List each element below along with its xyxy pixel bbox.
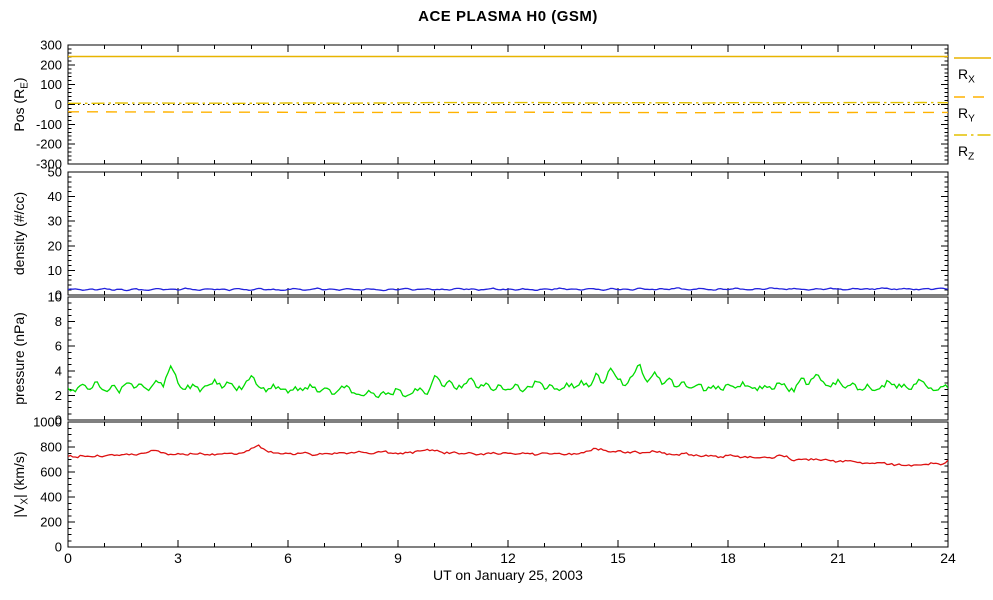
y-tick-label: 6 bbox=[55, 339, 62, 354]
series-group-position bbox=[68, 55, 948, 114]
x-tick-label: 6 bbox=[284, 550, 292, 566]
y-tick-label: 1000 bbox=[33, 415, 62, 430]
panel-vx-magnitude: 0 200 400 600 800 1000 |VX| (km/s) bbox=[11, 415, 949, 555]
orbit-legend: RX RY RZ bbox=[954, 57, 991, 163]
x-tick-label: 0 bbox=[64, 550, 72, 566]
panel-frame bbox=[67, 421, 949, 548]
panel-pressure: 0 2 4 6 8 10 pressure (nPa) bbox=[11, 290, 949, 428]
y-tick-label: 300 bbox=[40, 38, 62, 53]
x-axis-ticks bbox=[67, 422, 949, 547]
series-R_Z bbox=[68, 101, 948, 105]
y-tick-label: 20 bbox=[48, 238, 62, 253]
x-tick-label: 3 bbox=[174, 550, 182, 566]
series-group-density bbox=[68, 287, 948, 292]
y-tick-label: 4 bbox=[55, 363, 62, 378]
x-axis-ticks bbox=[67, 172, 949, 295]
y-axis-ticks bbox=[68, 421, 948, 548]
x-tick-label: 12 bbox=[500, 550, 516, 566]
series-group-vx-magnitude bbox=[68, 444, 948, 467]
x-tick-label: 21 bbox=[830, 550, 846, 566]
legend-item-RY: RY bbox=[954, 96, 991, 125]
legend-item-RX: RX bbox=[954, 57, 991, 86]
y-axis-ticks bbox=[68, 296, 948, 421]
y-tick-label: 40 bbox=[48, 189, 62, 204]
y-axis-title-density: density (#/cc) bbox=[11, 192, 27, 275]
series-pressure bbox=[68, 363, 948, 399]
y-tick-label: 200 bbox=[40, 57, 62, 72]
chart-title: ACE PLASMA H0 (GSM) bbox=[418, 8, 598, 25]
y-axis-title-vx-magnitude: |VX| (km/s) bbox=[11, 451, 31, 517]
y-tick-label: 50 bbox=[48, 165, 62, 180]
series-group-pressure bbox=[68, 363, 948, 399]
panel-frame bbox=[67, 171, 949, 296]
y-tick-label: -200 bbox=[36, 137, 62, 152]
y-tick-label: 30 bbox=[48, 214, 62, 229]
x-tick-labels: 0 3 6 9 12 15 18 21 24 bbox=[64, 550, 956, 566]
legend-label: RZ bbox=[958, 143, 974, 163]
x-axis-ticks bbox=[67, 297, 949, 420]
panel-frame bbox=[67, 296, 949, 421]
panel-position: -300 -200 -100 0 100 200 300 Pos (RE) bbox=[11, 38, 949, 172]
y-tick-label: 10 bbox=[48, 290, 62, 305]
series-density bbox=[68, 287, 948, 292]
y-tick-label: 400 bbox=[40, 490, 62, 505]
y-tick-label: 100 bbox=[40, 77, 62, 92]
y-tick-label: -300 bbox=[36, 157, 62, 172]
y-tick-label: 8 bbox=[55, 314, 62, 329]
y-axis-title-position: Pos (RE) bbox=[11, 77, 31, 131]
y-tick-label: 600 bbox=[40, 465, 62, 480]
x-tick-label: 15 bbox=[610, 550, 626, 566]
legend-label: RX bbox=[958, 66, 975, 86]
y-tick-label: 2 bbox=[55, 388, 62, 403]
x-axis-title: UT on January 25, 2003 bbox=[433, 567, 583, 583]
legend-item-RZ: RZ bbox=[954, 134, 991, 163]
x-tick-label: 9 bbox=[394, 550, 402, 566]
y-tick-label: 0 bbox=[55, 413, 62, 428]
series-vx bbox=[68, 444, 948, 467]
y-axis-ticks bbox=[68, 171, 948, 296]
y-tick-label: 0 bbox=[55, 97, 62, 112]
legend-label: RY bbox=[958, 105, 975, 125]
y-tick-label: 0 bbox=[55, 540, 62, 555]
y-tick-label: -100 bbox=[36, 117, 62, 132]
x-tick-label: 24 bbox=[940, 550, 956, 566]
y-tick-label: 200 bbox=[40, 515, 62, 530]
y-tick-label: 800 bbox=[40, 440, 62, 455]
y-tick-label: 10 bbox=[48, 263, 62, 278]
y-axis-title-pressure: pressure (nPa) bbox=[11, 312, 27, 405]
series-R_Y bbox=[68, 111, 948, 114]
y-tick-label: 0 bbox=[55, 288, 62, 303]
x-tick-label: 18 bbox=[720, 550, 736, 566]
